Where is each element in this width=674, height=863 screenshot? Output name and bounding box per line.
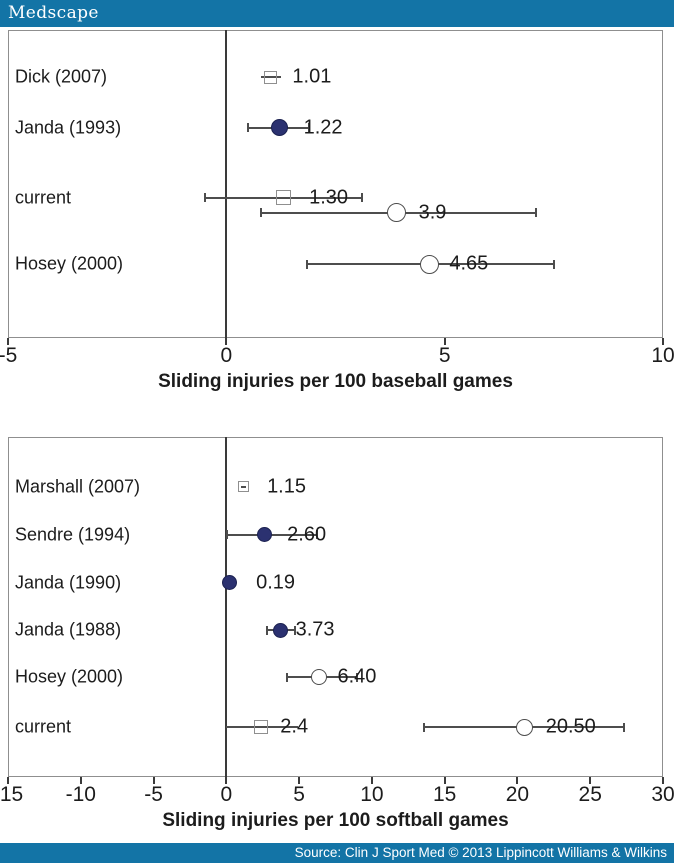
value-label: 2.4 — [280, 715, 309, 738]
axis-tick-label: -10 — [65, 783, 96, 806]
axis-tick — [79, 777, 82, 784]
axis-tick — [589, 777, 592, 784]
axis-tick — [7, 338, 9, 345]
value-label: 3.9 — [418, 201, 447, 224]
ci-cap-left — [423, 722, 426, 732]
study-label: Janda (1988) — [15, 619, 122, 640]
plot-frame — [8, 30, 663, 338]
ci-cap-right — [552, 259, 555, 269]
axis-tick — [152, 777, 155, 784]
marker-circle-filled — [271, 119, 289, 137]
value-label: 2.60 — [287, 523, 327, 546]
axis-tick-label: -5 — [144, 783, 163, 806]
footer-bar: Source: Clin J Sport Med © 2013 Lippinco… — [0, 843, 674, 863]
plot-frame — [8, 437, 663, 777]
marker-circle-open — [516, 718, 534, 736]
axis-title: Sliding injuries per 100 baseball games — [158, 371, 513, 392]
axis-tick-label: 15 — [432, 783, 457, 806]
study-label: Janda (1993) — [15, 117, 122, 138]
axis-tick — [370, 777, 373, 784]
ci-cap-left — [266, 625, 269, 635]
axis-tick — [225, 338, 228, 345]
axis-tick-label: 25 — [578, 783, 602, 806]
ci-cap-left — [260, 208, 263, 218]
study-label: current — [15, 187, 72, 208]
value-label: 1.15 — [267, 475, 306, 498]
value-label: 1.30 — [309, 186, 349, 209]
ci-cap-left — [226, 530, 229, 540]
axis-tick — [443, 338, 446, 345]
marker-square-open — [237, 481, 249, 493]
value-label: 1.01 — [292, 65, 332, 88]
ci-cap-left — [286, 672, 289, 682]
study-label: Dick (2007) — [15, 66, 108, 87]
axis-tick-label: 20 — [505, 783, 530, 806]
axis-tick — [662, 338, 664, 345]
axis-title: Sliding injuries per 100 softball games — [162, 810, 509, 831]
axis-tick-label: 10 — [360, 783, 384, 806]
marker-circle-filled — [221, 575, 237, 591]
axis-tick-label: -15 — [0, 783, 24, 806]
ci-cap-left — [306, 259, 309, 269]
study-label: Janda (1990) — [15, 572, 122, 593]
study-label: Hosey (2000) — [15, 253, 124, 274]
marker-square-open — [275, 190, 291, 206]
zero-axis-line — [225, 30, 228, 338]
value-label: 6.40 — [337, 665, 377, 688]
ci-cap-right — [360, 193, 363, 203]
ci-cap-right — [293, 625, 296, 635]
axis-tick — [7, 777, 9, 784]
study-label: current — [15, 716, 72, 737]
study-label: Marshall (2007) — [15, 476, 141, 497]
header-bar: Medscape — [0, 0, 674, 27]
ci-cap-right — [316, 530, 319, 540]
axis-tick — [516, 777, 519, 784]
ci-cap-right — [308, 123, 311, 133]
medscape-logo: Medscape — [8, 3, 99, 23]
ci-cap-right — [622, 722, 625, 732]
zero-axis-line — [225, 437, 228, 777]
axis-tick — [225, 777, 228, 784]
ci-cap-right — [535, 208, 538, 218]
axis-tick-label: 5 — [438, 344, 451, 367]
value-label: 3.73 — [295, 618, 335, 641]
ci-whisker — [261, 76, 281, 79]
marker-circle-open — [387, 203, 407, 223]
value-label: 4.65 — [449, 252, 489, 275]
ci-cap-right — [356, 672, 359, 682]
study-label: Hosey (2000) — [15, 666, 124, 687]
ci-cap-left — [247, 123, 250, 133]
axis-tick — [443, 777, 446, 784]
source-credit: Source: Clin J Sport Med © 2013 Lippinco… — [294, 845, 667, 860]
axis-tick-label: -5 — [0, 344, 18, 367]
axis-tick — [662, 777, 664, 784]
marker-circle-filled — [273, 622, 289, 638]
axis-tick — [298, 777, 301, 784]
value-label: 20.50 — [545, 715, 596, 738]
ci-whisker — [226, 726, 298, 729]
marker-square-open — [263, 70, 277, 84]
study-label: Sendre (1994) — [15, 524, 131, 545]
marker-square-open — [254, 720, 269, 735]
marker-circle-open — [311, 669, 328, 686]
value-label: 0.19 — [256, 571, 296, 594]
marker-circle-open — [419, 254, 439, 274]
marker-circle-filled — [256, 527, 272, 543]
value-label: 1.22 — [303, 116, 343, 139]
ci-whisker — [240, 485, 246, 488]
ci-whisker — [204, 196, 362, 199]
ci-cap-left — [203, 193, 206, 203]
axis-tick-label: 0 — [220, 783, 233, 806]
axis-tick-label: 5 — [293, 783, 305, 806]
axis-tick-label: 30 — [651, 783, 674, 806]
axis-tick-label: 10 — [651, 344, 674, 367]
ci-whisker — [227, 533, 318, 536]
axis-tick-label: 0 — [220, 344, 233, 367]
